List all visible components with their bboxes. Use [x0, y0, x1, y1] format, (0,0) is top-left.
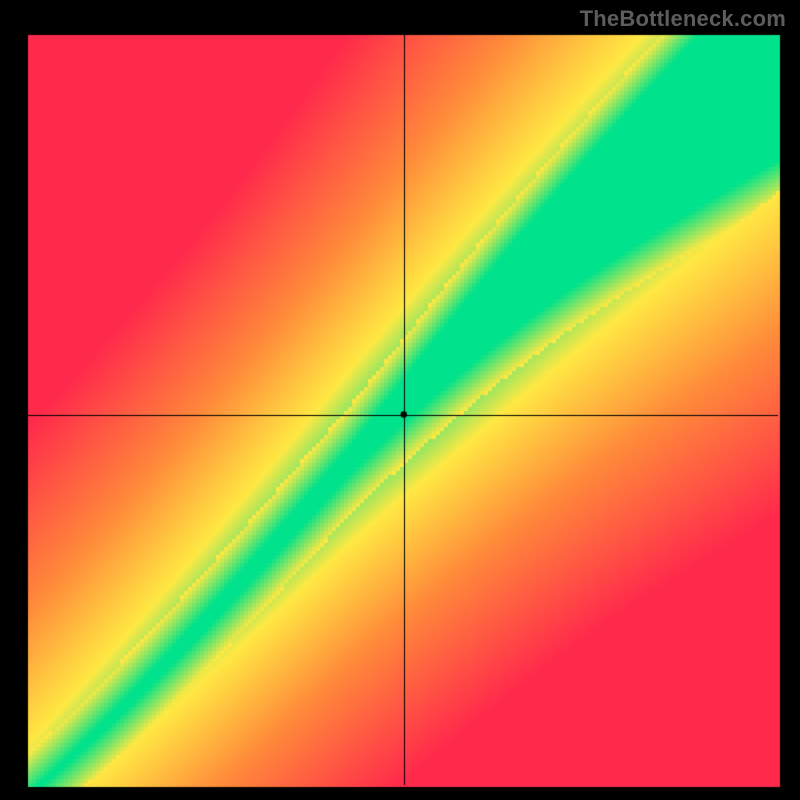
watermark-text: TheBottleneck.com: [580, 6, 786, 32]
chart-container: TheBottleneck.com: [0, 0, 800, 800]
heatmap-canvas: [0, 0, 800, 800]
